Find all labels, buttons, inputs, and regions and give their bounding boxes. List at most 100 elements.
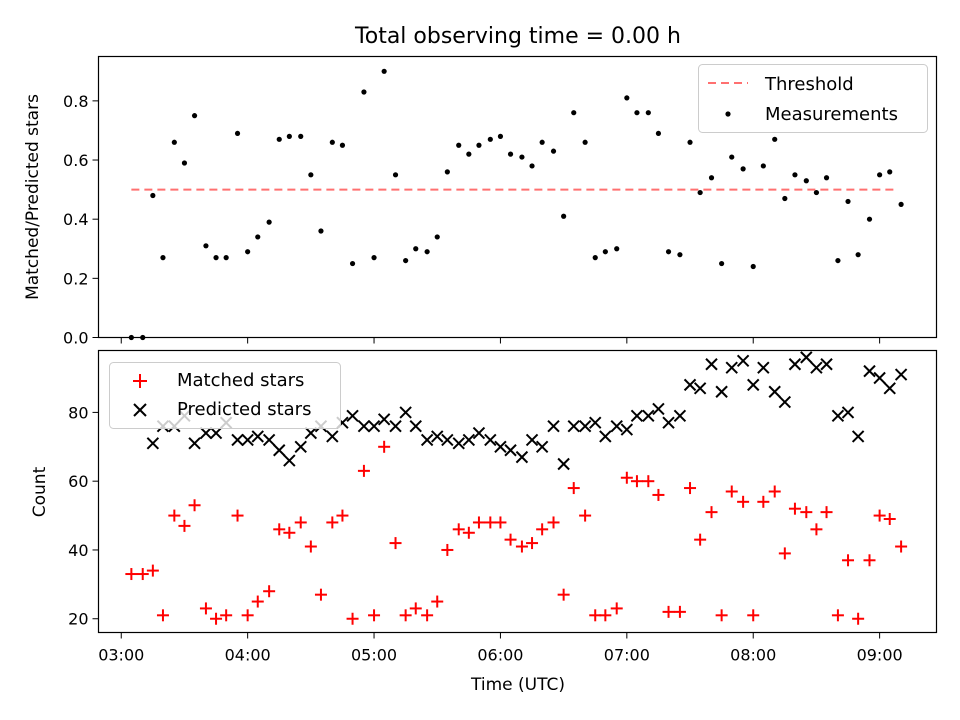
matched-stars-point: [526, 537, 539, 550]
predicted-stars-point: [294, 440, 307, 453]
predicted-stars-point: [768, 385, 781, 398]
predicted-stars-point: [589, 416, 602, 429]
matched-stars-point: [251, 595, 264, 608]
matched-stars-point: [536, 523, 549, 536]
matched-stars-point: [294, 516, 307, 529]
measurement-point: [602, 249, 608, 255]
matched-stars-point: [642, 475, 655, 488]
matched-stars-point: [409, 602, 422, 615]
measurement-point: [845, 198, 851, 205]
predicted-stars-point: [599, 430, 612, 443]
legend-matched-swatch: [133, 374, 147, 388]
ratio-y-tick-label: 0.8: [63, 92, 88, 111]
measurement-point: [877, 172, 883, 178]
measurement-point: [866, 216, 873, 222]
measurement-point: [539, 139, 545, 145]
measurement-point: [855, 252, 861, 258]
matched-stars-point: [326, 516, 339, 529]
matched-stars-point: [778, 547, 791, 560]
measurement-point: [782, 195, 788, 202]
measurement-point: [835, 257, 841, 264]
measurement-point: [255, 234, 261, 240]
measurement-point: [677, 252, 683, 258]
predicted-stars-point: [462, 433, 476, 447]
predicted-stars-point: [610, 419, 623, 433]
matched-stars-point: [873, 509, 886, 522]
measurement-point: [792, 172, 798, 178]
count-legend: Matched stars Predicted stars: [109, 362, 341, 429]
legend-threshold-label: Threshold: [764, 74, 854, 95]
measurement-point: [171, 139, 177, 145]
count-y-tick-label: 40: [68, 541, 88, 560]
measurement-point: [665, 249, 672, 255]
ratio-y-ticks: 0.0 0.2 0.4 0.6 0.8: [63, 92, 99, 348]
ratio-legend-box: [698, 64, 928, 133]
measurement-point: [813, 189, 820, 196]
ratio-y-tick-label: 0.6: [63, 151, 88, 170]
matched-stars-point: [515, 540, 528, 553]
measurement-point: [434, 234, 440, 240]
measurement-point: [413, 246, 419, 252]
matched-stars-point: [283, 526, 296, 539]
predicted-stars-point: [346, 409, 359, 423]
measurement-point: [592, 255, 598, 261]
matched-stars-point: [125, 568, 138, 581]
matched-stars-point: [579, 509, 592, 522]
ratio-x-ticks: [120, 337, 881, 344]
predicted-stars-point: [567, 419, 580, 433]
matched-stars-point: [421, 609, 434, 622]
predicted-stars-point: [535, 440, 549, 453]
predicted-stars-point: [515, 450, 529, 464]
matched-stars-point: [336, 509, 349, 522]
predicted-stars-point: [441, 433, 454, 447]
matched-stars-point: [630, 475, 643, 488]
predicted-stars-point: [693, 382, 707, 395]
predicted-stars-point: [452, 437, 465, 450]
measurement-point: [150, 192, 156, 199]
measurement-point: [529, 163, 535, 169]
measurement-point: [823, 175, 830, 181]
measurement-point: [645, 110, 651, 116]
predicted-stars-point: [778, 395, 792, 409]
measurement-point: [444, 169, 450, 175]
matched-stars-point: [831, 609, 844, 622]
ratio-plot-area: [128, 68, 904, 341]
measurement-point: [750, 263, 756, 270]
predicted-stars-point: [367, 419, 381, 433]
predicted-stars-point: [725, 361, 738, 374]
measurement-point: [339, 142, 346, 148]
predicted-stars-point: [377, 413, 391, 426]
predicted-stars-point: [620, 423, 634, 436]
measurement-point: [371, 255, 377, 261]
matched-stars-point: [231, 509, 244, 522]
ratio-legend: Threshold Measurements: [698, 64, 928, 133]
matched-stars-point: [241, 609, 254, 622]
count-y-tick-label: 60: [68, 472, 88, 491]
measurement-point: [392, 172, 399, 178]
matched-stars-point: [589, 609, 602, 622]
matched-stars-point: [188, 499, 201, 512]
legend-predicted-label: Predicted stars: [177, 399, 311, 420]
predicted-stars-point: [683, 378, 697, 392]
matched-stars-point: [747, 609, 760, 622]
count-x-tick-label: 07:00: [604, 646, 650, 665]
measurement-point: [487, 136, 493, 142]
legend-measurements-label: Measurements: [765, 104, 898, 125]
count-y-tick-label: 20: [68, 610, 88, 629]
ratio-y-tick-label: 0.2: [63, 269, 88, 288]
predicted-stars-point: [810, 361, 823, 374]
matched-stars-point: [863, 554, 876, 567]
predicted-stars-point: [841, 406, 855, 419]
matched-stars-point: [652, 488, 665, 501]
matched-stars-point: [389, 537, 402, 550]
matched-stars-point: [662, 605, 675, 618]
ratio-y-tick-label: 0.0: [63, 329, 88, 348]
matched-stars-point: [263, 585, 276, 598]
matched-stars-point: [547, 516, 560, 529]
matched-stars-point: [768, 485, 781, 498]
measurement-point: [234, 130, 241, 137]
measurement-point: [476, 142, 482, 148]
predicted-stars-point: [146, 437, 160, 450]
measurement-point: [361, 89, 367, 95]
